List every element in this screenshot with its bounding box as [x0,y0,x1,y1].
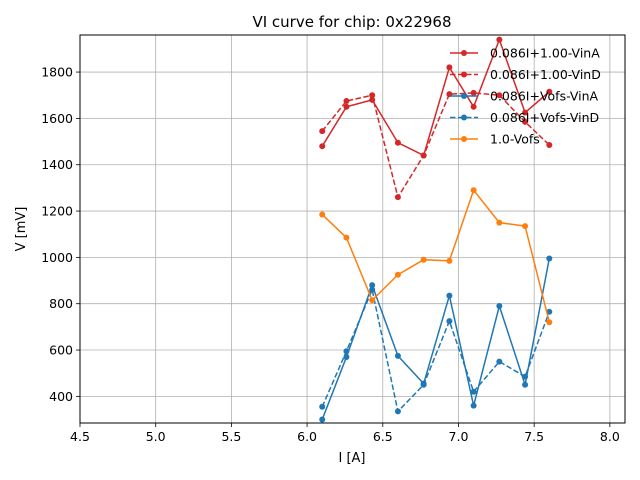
series-line [321,188,551,323]
series-line [321,92,550,200]
legend-marker [461,93,467,99]
data-point [546,142,553,149]
data-point [394,139,401,146]
data-point [522,373,529,380]
data-point [319,211,326,218]
legend-entry: 0.086I+1.00-VinA [450,46,600,61]
data-point [446,257,453,264]
data-point [343,98,350,105]
data-point [319,416,326,423]
data-point [522,118,529,125]
legend-marker [461,136,467,142]
x-tick-label: 4.5 [70,429,90,444]
data-point [522,109,529,116]
data-point [369,297,376,304]
legend-marker [461,114,467,121]
data-point [470,402,477,409]
series-layer [319,36,553,423]
y-tick-label: 1600 [41,111,73,126]
plot-frame [79,34,626,424]
x-tick-label: 7.0 [449,429,469,444]
data-point [446,318,453,325]
data-point [522,223,529,230]
series-line [321,287,551,413]
y-tick-label: 1400 [41,157,73,172]
data-point [343,348,350,355]
data-point [369,282,376,289]
series-1 [319,89,553,201]
data-point [470,187,477,194]
data-point [420,152,427,159]
data-point [446,64,453,71]
data-point [522,381,529,388]
y-tick-label: 1200 [41,204,73,219]
data-point [319,128,326,135]
series-3 [319,286,553,415]
legend-label: 0.086I+Vofs-VinA [490,89,599,104]
legend-marker [461,50,467,56]
data-point [546,255,553,262]
y-tick-label: 1800 [41,65,73,80]
data-point [546,319,553,326]
x-axis-label: I [A] [338,451,365,466]
grid [79,35,625,423]
data-point [496,358,503,365]
x-tick-label: 6.5 [373,429,393,444]
data-point [420,381,427,388]
y-tick-label: 1000 [41,250,73,265]
data-point [343,103,350,110]
legend-label: 0.086I+1.00-VinD [490,67,601,82]
legend-label: 0.086I+1.00-VinA [490,46,600,61]
data-point [496,92,503,99]
data-point [369,286,376,293]
legend-entry: 0.086I+Vofs-VinD [450,110,599,125]
data-point [343,234,350,241]
legend-marker [461,71,467,78]
data-point [394,352,401,359]
data-point [496,219,503,226]
data-point [394,408,401,415]
x-tick-label: 6.0 [297,429,317,444]
x-tick-label: 8.0 [600,429,620,444]
legend-entry: 0.086I+1.00-VinD [450,67,601,82]
legend-label: 1.0-Vofs [490,132,540,147]
x-axis-ticks: 4.5 5.0 5.5 6.0 6.5 7.0 7.5 8.0 [70,423,620,444]
series-0 [319,36,553,159]
x-tick-label: 7.5 [524,429,544,444]
data-point [470,89,477,96]
series-line [321,37,550,157]
data-point [369,92,376,99]
series-4 [319,187,553,326]
data-point [470,103,477,110]
x-tick-label: 5.0 [146,429,166,444]
y-axis-ticks: 400 600 800 1000 1200 1400 1600 1800 [41,65,80,404]
legend-entry: 1.0-Vofs [450,132,540,147]
data-point [496,36,503,43]
chart-title: VI curve for chip: 0x22968 [252,13,451,31]
x-tick-label: 5.5 [221,429,241,444]
legend-label: 0.086I+Vofs-VinD [490,110,599,125]
data-point [546,88,553,95]
data-point [470,388,477,395]
data-point [394,271,401,278]
data-point [496,303,503,310]
y-tick-label: 600 [49,343,73,358]
data-point [319,403,326,410]
y-axis-label: V [mV] [14,207,29,252]
data-point [394,194,401,201]
legend-entry: 0.086I+Vofs-VinA [450,89,599,104]
data-point [446,292,453,299]
y-tick-label: 400 [49,389,73,404]
legend: 0.086I+1.00-VinA 0.086I+1.00-VinD 0.086I+V… [450,46,601,147]
data-point [420,256,427,263]
data-point [319,143,326,150]
y-tick-label: 800 [49,296,73,311]
